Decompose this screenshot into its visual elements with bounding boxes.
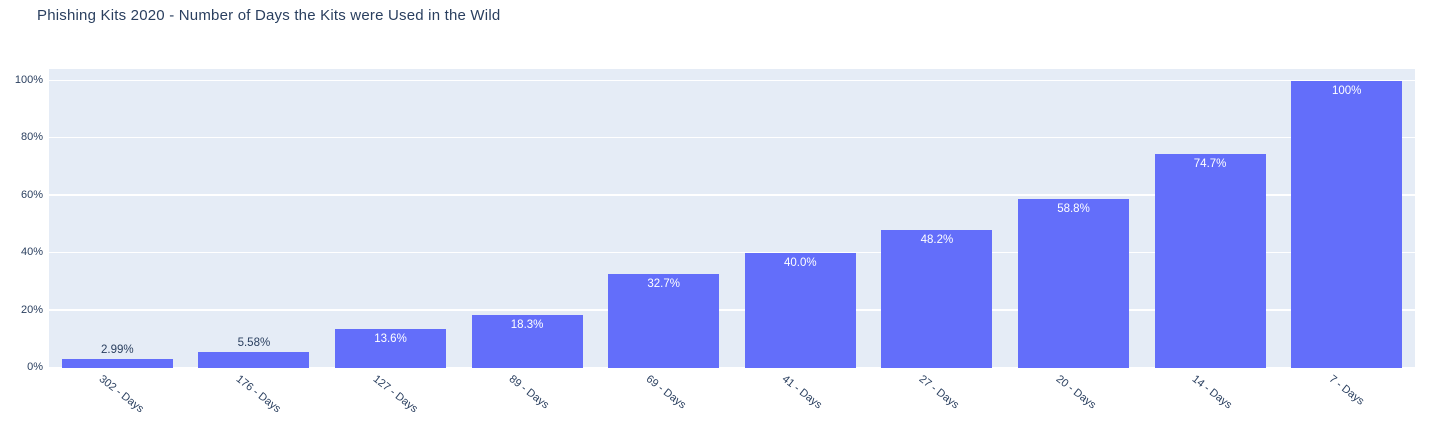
bar-value-label: 2.99%: [100, 344, 134, 357]
y-tick-label: 80%: [20, 131, 43, 144]
bar-value-label: 13.6%: [374, 332, 407, 345]
x-tick-label: 69 - Days: [643, 373, 688, 412]
x-tick-label: 127 - Days: [370, 373, 420, 416]
gridline: [49, 366, 1415, 368]
bar-41-Days[interactable]: 40.0%: [744, 253, 856, 368]
gridline: [49, 251, 1415, 254]
bar-value-label: 48.2%: [920, 233, 954, 246]
x-tick-label: 20 - Days: [1053, 373, 1098, 412]
y-tick-label: 20%: [20, 303, 43, 316]
plot-area[interactable]: 2.99% 5.58% 13.6% 18.3% 32.7% 40.0% 48.2% 58.8%…: [49, 69, 1415, 368]
bar-89-Days[interactable]: 18.3%: [471, 315, 583, 368]
bar-27-Days[interactable]: 48.2%: [881, 229, 993, 368]
bar-value-label: 74.7%: [1193, 157, 1227, 170]
gridline: [49, 194, 1415, 196]
bar-69-Days[interactable]: 32.7%: [608, 274, 720, 368]
x-tick-label: 7 - Days: [1326, 373, 1366, 408]
gridline: [49, 79, 1415, 81]
bar-302-Days[interactable]: [61, 359, 173, 368]
y-tick-label: 100%: [14, 74, 43, 86]
bar-value-label: 40.0%: [783, 257, 817, 270]
bar-value-label: 100%: [1331, 85, 1362, 97]
bar-176-Days[interactable]: [198, 352, 310, 368]
bar-14-Days[interactable]: 74.7%: [1154, 153, 1266, 368]
bar-value-label: 18.3%: [510, 319, 544, 332]
bar-20-Days[interactable]: 58.8%: [1018, 199, 1129, 368]
gridline: [49, 136, 1415, 139]
bar-127-Days[interactable]: 13.6%: [335, 328, 446, 368]
chart-title: Phishing Kits 2020 - Number of Days the …: [37, 7, 501, 24]
bar-value-label: 5.58%: [237, 337, 271, 349]
bar-value-label: 58.8%: [1057, 203, 1090, 216]
y-tick-label: 40%: [20, 246, 43, 259]
gridline: [49, 309, 1415, 311]
bar-value-label: 32.7%: [647, 278, 680, 291]
x-tick-label: 302 - Days: [96, 373, 147, 416]
bar-7-Days[interactable]: 100%: [1291, 81, 1403, 368]
y-tick-label: 60%: [20, 188, 43, 201]
x-tick-label: 14 - Days: [1189, 373, 1235, 412]
y-tick-label: 0%: [27, 361, 43, 373]
x-tick-label: 89 - Days: [506, 373, 552, 412]
x-tick-label: 41 - Days: [779, 373, 825, 412]
x-tick-label: 27 - Days: [916, 373, 961, 412]
x-tick-label: 176 - Days: [233, 373, 283, 416]
